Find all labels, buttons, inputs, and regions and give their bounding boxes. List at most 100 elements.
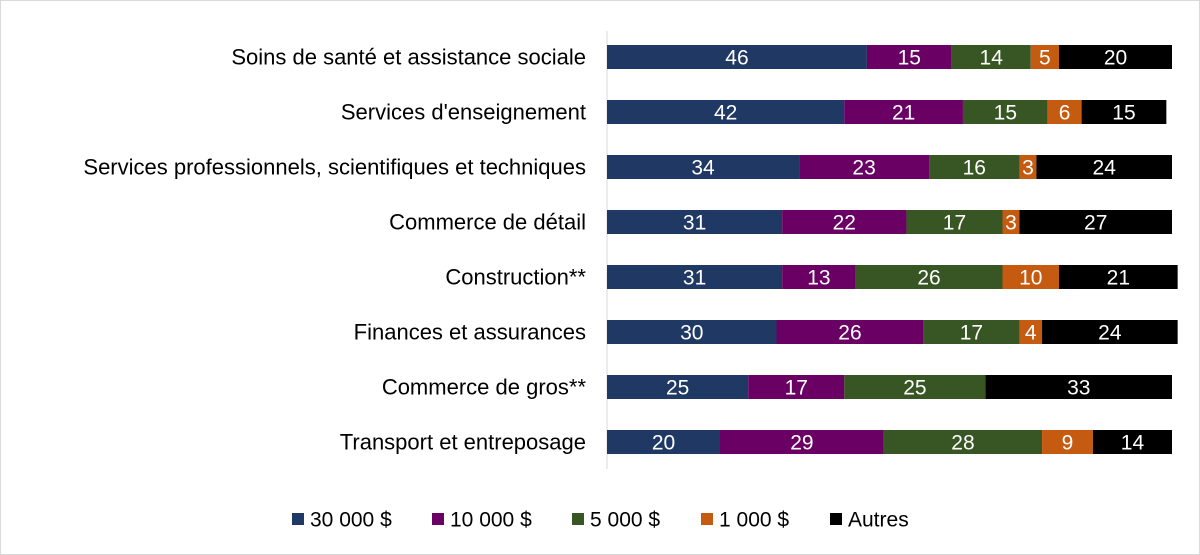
bar-segment: [1081, 100, 1167, 124]
data-label: 17: [960, 322, 983, 345]
legend: 30 000 $ 10 000 $ 5 000 $ 1 000 $ Autres: [292, 509, 909, 532]
bar-segment: [776, 320, 924, 344]
data-label: 31: [683, 212, 706, 235]
data-label: 33: [1067, 377, 1090, 400]
bar-segment: [782, 210, 907, 234]
data-label: 17: [943, 212, 966, 235]
data-label: 28: [951, 432, 974, 455]
legend-label: 10 000 $: [450, 509, 532, 532]
bar-segment: [1059, 265, 1178, 289]
data-label: 6: [1059, 102, 1071, 125]
data-label: 20: [1104, 47, 1127, 70]
bar-segment: [906, 210, 1003, 234]
bar-segment: [855, 265, 1003, 289]
bar-segment: [1042, 320, 1178, 344]
category-label: Commerce de détail: [389, 210, 586, 235]
bar-segment: [929, 155, 1020, 179]
bar-segment: [607, 45, 867, 69]
bar-segment: [1019, 210, 1172, 234]
data-label: 23: [852, 157, 875, 180]
bar-segment: [1042, 430, 1093, 454]
category-label: Soins de santé et assistance sociale: [231, 45, 586, 70]
legend-swatch: [701, 513, 713, 525]
bar-segment: [799, 155, 930, 179]
bar-segment: [844, 100, 963, 124]
bar-segment: [1036, 155, 1172, 179]
bar-segment: [1059, 45, 1172, 69]
bar-segment: [951, 45, 1031, 69]
legend-swatch: [432, 513, 444, 525]
legend-swatch: [572, 513, 584, 525]
data-label: 26: [917, 267, 940, 290]
bar-segment: [748, 375, 845, 399]
bar-segment: [607, 265, 783, 289]
data-label: 34: [691, 157, 715, 180]
data-label: 22: [833, 212, 856, 235]
data-label: 21: [892, 102, 915, 125]
data-label: 24: [1098, 322, 1122, 345]
data-label: 21: [1107, 267, 1130, 290]
bar-segment: [607, 155, 800, 179]
bar-segment: [866, 45, 952, 69]
data-label: 25: [903, 377, 926, 400]
data-label: 10: [1019, 267, 1042, 290]
legend-swatch: [830, 513, 842, 525]
data-label: 4: [1025, 322, 1037, 345]
data-label: 13: [807, 267, 830, 290]
data-label: 15: [1112, 102, 1135, 125]
bar-segment: [1030, 45, 1059, 69]
bar-segment: [607, 375, 749, 399]
data-label: 3: [1022, 157, 1034, 180]
data-label: 27: [1084, 212, 1107, 235]
data-label: 46: [725, 47, 748, 70]
legend-label: 5 000 $: [590, 509, 660, 532]
plot-area: Soins de santé et assistance sociale 46 15…: [83, 31, 1178, 469]
bar-segment: [844, 375, 986, 399]
bar-segment: [883, 430, 1043, 454]
bar-segment: [607, 320, 777, 344]
data-label: 5: [1039, 47, 1051, 70]
bar-segment: [607, 210, 783, 234]
bar-segment: [1092, 430, 1172, 454]
legend-label: 30 000 $: [310, 509, 392, 532]
bar-segment: [923, 320, 1020, 344]
legend-label: 1 000 $: [719, 509, 789, 532]
data-label: 9: [1062, 432, 1074, 455]
data-label: 15: [898, 47, 921, 70]
category-label: Services professionnels, scientifiques e…: [83, 155, 586, 180]
bar-segment: [607, 430, 720, 454]
data-label: 20: [652, 432, 675, 455]
bar-segment: [985, 375, 1172, 399]
category-label: Transport et entreposage: [340, 430, 586, 455]
bar-segment: [1019, 155, 1037, 179]
data-label: 14: [980, 47, 1004, 70]
legend-label: Autres: [848, 509, 909, 532]
data-label: 25: [666, 377, 689, 400]
bar-segment: [1019, 320, 1043, 344]
category-label: Commerce de gros**: [382, 375, 587, 400]
data-label: 16: [963, 157, 986, 180]
category-label: Finances et assurances: [354, 320, 586, 345]
data-label: 24: [1093, 157, 1117, 180]
data-label: 42: [714, 102, 737, 125]
category-label: Construction**: [445, 265, 586, 290]
bar-segment: [962, 100, 1048, 124]
bar-segment: [782, 265, 856, 289]
data-label: 17: [785, 377, 808, 400]
data-label: 26: [838, 322, 861, 345]
data-label: 31: [683, 267, 706, 290]
bar-segment: [720, 430, 884, 454]
data-label: 30: [680, 322, 703, 345]
category-label: Services d'enseignement: [341, 100, 586, 125]
data-label: 29: [790, 432, 813, 455]
data-label: 14: [1121, 432, 1145, 455]
legend-swatch: [292, 513, 304, 525]
bar-segment: [1047, 100, 1082, 124]
bar-segment: [1002, 265, 1059, 289]
data-label: 15: [994, 102, 1017, 125]
data-label: 3: [1005, 212, 1017, 235]
bar-segment: [607, 100, 845, 124]
bar-segment: [1002, 210, 1020, 234]
